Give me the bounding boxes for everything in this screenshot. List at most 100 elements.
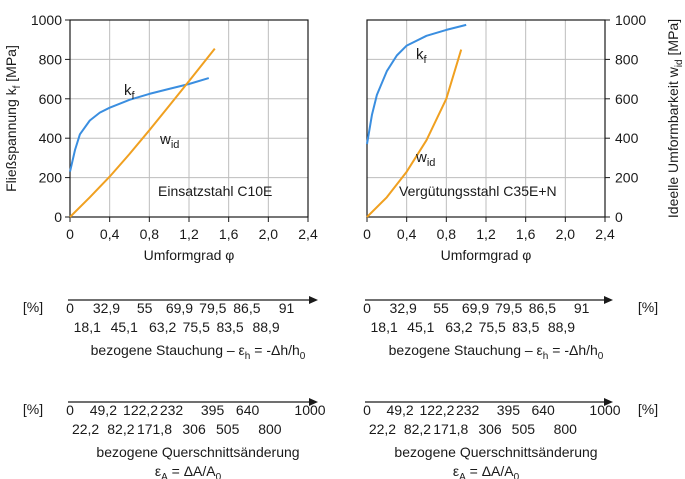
- scale-unit: [%]: [638, 299, 658, 315]
- chart-panel-2: 0 0,4 0,8 1,2 1,6 2,0 2,402004006008001000Umfo…: [363, 12, 685, 263]
- scale-bottom-value: 75,5: [183, 319, 210, 335]
- y-tick-label: 1000: [615, 12, 646, 28]
- scale-bottom-value: 45,1: [407, 319, 434, 335]
- scale-bottom-value: 75,5: [479, 319, 506, 335]
- scale-top-value: 122,2: [123, 402, 158, 418]
- y-tick-label: 1000: [31, 12, 62, 28]
- scale-caption-tail: = -Δh/h: [250, 342, 299, 358]
- series-label-sub: id: [171, 139, 180, 151]
- scale-top-value: 1000: [294, 402, 325, 418]
- scale-bottom-value: 505: [512, 421, 536, 437]
- scale-caption-tail-sub: 0: [598, 351, 604, 362]
- scale-caption2-tail: = ΔA/A: [168, 463, 217, 479]
- y-tick-label: 400: [39, 130, 63, 146]
- x-tick-label: 0: [363, 226, 371, 242]
- scale-top-value: 49,2: [386, 402, 413, 418]
- scale-caption2-tail: = ΔA/A: [466, 463, 515, 479]
- y-tick-label: 800: [39, 51, 63, 67]
- x-tick-label: 2,4: [298, 226, 318, 242]
- scale-arrow-head: [604, 398, 613, 406]
- scale-top-value: 32,9: [93, 300, 120, 316]
- x-tick-label: 0,8: [437, 226, 457, 242]
- scale-bottom-value: 82,2: [404, 421, 431, 437]
- series-label-sub: f: [424, 54, 428, 66]
- x-tick-label: 2,0: [259, 226, 279, 242]
- series-line-wid: [366, 49, 463, 218]
- scale-caption-formula: εA = ΔA/A0: [155, 463, 222, 479]
- scale-bottom-value: 171,8: [433, 421, 468, 437]
- x-tick-label: 1,2: [476, 226, 496, 242]
- scale-bottom-value: 306: [182, 421, 206, 437]
- scale-top-value: 0: [66, 300, 74, 316]
- x-axis-label: Umformgrad φ: [441, 247, 532, 263]
- scale-caption-main: bezogene Stauchung – ε: [91, 342, 245, 358]
- scale-bottom-value: 18,1: [74, 319, 101, 335]
- scale-top-value: 0: [363, 300, 371, 316]
- scale-caption2-main: ε: [155, 463, 161, 479]
- scale-top-value: 91: [574, 300, 590, 316]
- scale-2-col-1: [%] 0 49,2 122,2 232 395 640 1000 22,2 82,2 171,8 3…: [23, 398, 326, 479]
- y-axis-label-unit: [MPa]: [665, 19, 681, 59]
- y-axis-label-main: Fließspannung k: [3, 87, 19, 192]
- y-tick-label: 600: [39, 91, 63, 107]
- scale-bottom-value: 800: [554, 421, 578, 437]
- series-label-sub: id: [427, 157, 436, 169]
- scale-arrow-head: [604, 296, 613, 304]
- y-tick-label: 200: [39, 170, 63, 186]
- scale-unit: [%]: [23, 299, 43, 315]
- scale-top-value: 91: [279, 300, 295, 316]
- series-line-kf: [69, 77, 210, 172]
- scale-unit: [%]: [23, 401, 43, 417]
- scale-caption: bezogene Stauchung – εh = -Δh/h0: [389, 342, 604, 362]
- series-label-main: w: [415, 149, 427, 166]
- scale-top-value: 69,9: [166, 300, 193, 316]
- scale-top-value: 79,5: [495, 300, 522, 316]
- scale-top-value: 79,5: [199, 300, 226, 316]
- scale-caption2-tail-sub: 0: [216, 472, 222, 479]
- scale-caption2-sub: A: [459, 472, 466, 479]
- series-line-wid: [69, 47, 216, 218]
- y-tick-label: 800: [615, 51, 639, 67]
- x-tick-label: 2,0: [556, 226, 576, 242]
- scale-top-value: 395: [201, 402, 225, 418]
- chart-panel-1: 0 0,4 0,8 1,2 1,6 2,0 2,4 0 200 400 600 800 1000 Umfo…: [3, 12, 318, 263]
- scale-bottom-value: 83,5: [216, 319, 243, 335]
- scale-top-value: 232: [456, 402, 480, 418]
- y-axis-label: Ideelle Umformbarkeit wid [MPa]: [665, 19, 685, 218]
- series-label-main: k: [416, 46, 424, 63]
- x-tick-label: 0,8: [140, 226, 160, 242]
- scale-caption: bezogene Querschnittsänderung: [394, 444, 597, 460]
- scale-1-col-1: [%] 0 32,9 55 69,9 79,5 86,5 91 18,1 45,1 63,2 75,5…: [23, 296, 318, 362]
- scale-bottom-value: 45,1: [111, 319, 138, 335]
- steel-annotation: Einsatzstahl C10E: [158, 183, 272, 199]
- scale-bottom-value: 22,2: [369, 421, 396, 437]
- scale-caption-main: bezogene Querschnittsänderung: [96, 444, 299, 460]
- scale-bottom-value: 800: [258, 421, 282, 437]
- x-tick-label: 1,2: [179, 226, 199, 242]
- series-label-kf: kf: [124, 82, 136, 102]
- scale-top-value: 49,2: [90, 402, 117, 418]
- scale-caption-main: bezogene Stauchung – ε: [389, 342, 543, 358]
- scale-bottom-value: 18,1: [371, 319, 398, 335]
- scale-top-value: 640: [531, 402, 555, 418]
- scale-top-value: 640: [236, 402, 260, 418]
- scale-1-col-2: [%] 0 32,9 55 69,9 79,5 86,5 91 18,1 45,1 63,2 75,5…: [363, 296, 658, 362]
- scale-caption2-main: ε: [453, 463, 459, 479]
- series-label-main: w: [159, 131, 171, 148]
- y-tick-label: 400: [615, 130, 639, 146]
- scale-bottom-value: 505: [216, 421, 240, 437]
- y-axis-label-sub: id: [674, 59, 685, 67]
- scale-caption-tail-sub: 0: [300, 351, 306, 362]
- series-label-main: k: [124, 82, 132, 99]
- series-line-kf: [366, 23, 467, 145]
- scale-caption2-tail-sub: 0: [514, 472, 520, 479]
- scale-bottom-value: 171,8: [137, 421, 172, 437]
- series-label-wid: wid: [159, 131, 179, 151]
- scale-top-value: 0: [363, 402, 371, 418]
- scale-2-col-2: [%] 0 49,2 122,2 232 395 640 1000 22,2 82,2 171,8 3…: [363, 398, 658, 479]
- scale-arrow-head: [309, 296, 318, 304]
- scale-bottom-value: 22,2: [72, 421, 99, 437]
- scale-bottom-value: 63,2: [149, 319, 176, 335]
- series-label-sub: f: [132, 90, 136, 102]
